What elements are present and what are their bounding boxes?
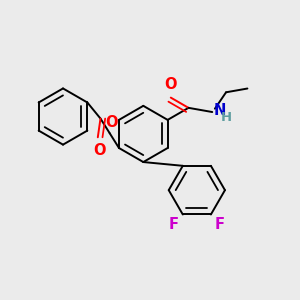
- Text: F: F: [169, 217, 179, 232]
- Text: F: F: [215, 217, 225, 232]
- Text: O: O: [105, 115, 117, 130]
- Text: H: H: [221, 111, 232, 124]
- Text: O: O: [93, 143, 105, 158]
- Text: O: O: [164, 77, 177, 92]
- Text: N: N: [214, 103, 226, 118]
